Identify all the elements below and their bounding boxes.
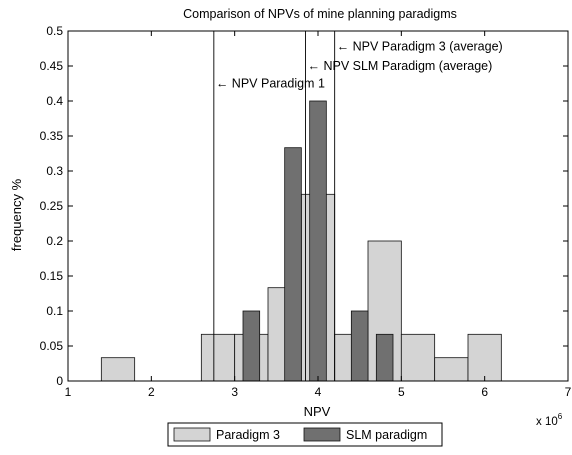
bar [467,333,502,382]
y-tick-label: 0.2 [46,234,63,248]
y-axis-label: frequency % [9,178,24,251]
x-axis-exponent-base: x 10 [536,416,558,428]
bar [400,333,436,382]
y-tick-label: 0.5 [46,24,63,38]
x-tick-label: 7 [565,385,572,399]
bar [100,357,136,382]
reference-line-label: ← NPV Paradigm 3 (average) [337,39,503,53]
bar [200,333,236,382]
y-tick-label: 0.35 [40,129,64,143]
y-tick-label: 0.1 [46,304,63,318]
x-tick-label: 3 [231,385,238,399]
legend-label: SLM paradigm [346,428,427,442]
y-tick-label: 0.4 [46,94,63,108]
y-tick-label: 0.45 [40,59,64,73]
chart-title: Comparison of NPVs of mine planning para… [183,7,457,21]
legend-swatch [173,427,211,442]
x-axis-label: NPV [304,404,331,419]
y-tick-label: 0.15 [40,269,64,283]
y-tick-label: 0 [56,374,63,388]
plot-area: 1 2 3 4 5 6 7 0 0.05 0.1 0.15 0.2 0.25 0.3 0.35 0.4 0.45… [40,24,572,399]
bar [375,333,394,382]
reference-line-label: ← NPV SLM Paradigm (average) [308,59,493,73]
legend-swatch [303,427,341,442]
series-2 [242,100,394,382]
bar [284,147,302,382]
x-tick-label: 1 [65,385,72,399]
reference-line-label: ← NPV Paradigm 1 [216,77,325,91]
x-tick-label: 2 [148,385,155,399]
x-tick-label: 5 [398,385,405,399]
y-tick-label: 0.3 [46,164,63,178]
bar [309,100,327,382]
legend: Paradigm 3 SLM paradigm [167,422,443,447]
y-tick-label: 0.25 [40,199,64,213]
bar [350,310,369,382]
x-tick-label: 6 [481,385,488,399]
bar [242,310,261,382]
x-tick-label: 4 [315,385,322,399]
y-tick-label: 0.05 [40,339,64,353]
x-axis-exponent-power: 6 [558,412,563,421]
x-axis-exponent: x 106 [536,412,563,428]
bar [434,357,469,382]
legend-label: Paradigm 3 [216,428,280,442]
